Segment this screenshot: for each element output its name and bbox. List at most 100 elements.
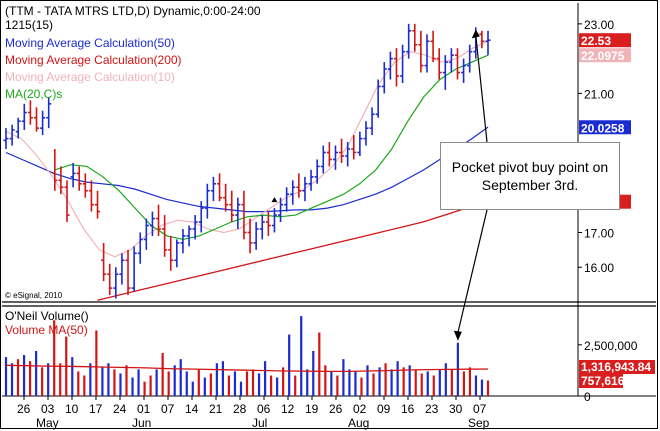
ma10-line	[5, 40, 489, 258]
ohlc-bar	[284, 187, 290, 212]
ohlc-bar	[58, 166, 64, 195]
ohlc-bar	[34, 107, 40, 132]
ohlc-bar	[259, 215, 265, 240]
ohlc-bar	[64, 180, 70, 223]
time-tick-label: 28	[233, 402, 247, 416]
annotation-arrow-price	[475, 35, 488, 143]
ohlc-bar	[119, 253, 125, 285]
ohlc-bar	[192, 215, 198, 240]
price-badge-label: 20.0258	[581, 121, 625, 135]
ohlc-bar	[27, 100, 33, 125]
month-label: May	[36, 416, 59, 430]
ohlc-bar	[88, 180, 94, 212]
price-badge-label: 22.0975	[581, 49, 625, 63]
ohlc-bar	[393, 48, 399, 87]
time-tick-label: 30	[449, 402, 463, 416]
ohlc-bar	[461, 58, 467, 83]
time-tick-label: 26	[329, 402, 343, 416]
ohlc-bar	[296, 173, 302, 198]
price-badge	[579, 48, 631, 63]
ohlc-bar	[467, 44, 473, 73]
ohlc-bar	[241, 190, 247, 240]
time-tick-label: 16	[401, 402, 415, 416]
chart-header-title: (TTM - TATA MTRS LTD,D) Dynamic,0:00-24:…	[5, 4, 261, 18]
ohlc-bar	[332, 145, 338, 170]
time-tick-label: 12	[281, 402, 295, 416]
ohlc-bar	[381, 62, 387, 94]
ohlc-bar	[314, 159, 320, 184]
ohlc-bar	[265, 211, 271, 236]
ohlc-bar	[46, 96, 52, 129]
ohlc-bar	[454, 48, 460, 80]
ohlc-bar	[271, 208, 277, 233]
time-tick-label: 24	[113, 402, 127, 416]
time-tick-label: 09	[377, 402, 391, 416]
ohlc-bar	[308, 169, 314, 191]
price-tick-label: 16.00	[584, 261, 614, 275]
ohlc-bar	[52, 149, 58, 191]
ohlc-bar	[174, 239, 180, 268]
time-tick-label: 07	[161, 402, 175, 416]
ohlc-bar	[235, 197, 241, 229]
volume-badge-label: 1,316,943.84	[581, 360, 651, 374]
ohlc-bar	[326, 142, 332, 167]
ohlc-bar	[278, 197, 284, 223]
month-label: Sep	[468, 416, 490, 430]
chart-header-subtitle: 1215(15)	[5, 18, 53, 32]
legend-entry: Moving Average Calculation(200)	[5, 53, 182, 67]
ohlc-bar	[21, 103, 27, 130]
time-tick-label: 07	[473, 402, 487, 416]
price-badge	[579, 120, 631, 135]
ma20-line	[54, 54, 489, 241]
ohlc-bar	[40, 110, 46, 136]
time-tick-label: 21	[209, 402, 223, 416]
time-tick-label: 14	[185, 402, 199, 416]
ohlc-bar	[375, 79, 381, 118]
ohlc-bar	[95, 190, 101, 219]
annotation-line-2: September 3rd.	[481, 177, 579, 193]
copyright-label: © eSignal, 2010	[5, 291, 63, 300]
ohlc-bar	[430, 30, 436, 63]
annotation-arrowhead-price	[471, 29, 480, 39]
ohlc-bar	[70, 162, 76, 188]
annotation-line-1: Pocket pivot buy point on	[451, 159, 609, 175]
month-label: Jul	[252, 416, 267, 430]
volume-ma-line	[5, 364, 489, 373]
month-label: Aug	[348, 416, 369, 430]
legend-entry: Moving Average Calculation(10)	[5, 70, 175, 84]
ohlc-bar	[210, 176, 216, 202]
ohlc-bar	[131, 246, 137, 292]
ohlc-bar	[107, 263, 113, 296]
ohlc-bar	[3, 128, 9, 150]
ohlc-bar	[217, 173, 223, 202]
volume-ma-label: Volume MA(50)	[5, 323, 88, 337]
price-tick-label: 21.00	[584, 87, 614, 101]
ohlc-bar	[436, 48, 442, 80]
ohlc-bar	[442, 55, 448, 90]
ohlc-bar	[253, 222, 259, 250]
ohlc-bar	[113, 267, 119, 299]
ohlc-bar	[424, 34, 430, 73]
ohlc-bar	[9, 124, 15, 146]
time-tick-label: 26	[17, 402, 31, 416]
pivot-marker	[271, 197, 278, 203]
ohlc-bar	[485, 30, 491, 56]
time-tick-label: 03	[41, 402, 55, 416]
ohlc-bar	[339, 138, 345, 163]
ohlc-bar	[479, 30, 485, 49]
price-badge-label: 22.53	[581, 34, 611, 48]
annotation-callout: Pocket pivot buy point on September 3rd.	[440, 142, 620, 210]
ohlc-bar	[82, 173, 88, 198]
time-tick-label: 17	[89, 402, 103, 416]
ohlc-bar	[351, 135, 357, 160]
volume-badge	[579, 374, 623, 388]
time-tick-label: 06	[257, 402, 271, 416]
annotation-arrowhead-volume	[453, 330, 462, 341]
volume-badge	[579, 360, 655, 374]
ohlc-bar	[363, 121, 369, 146]
ohlc-bar	[204, 183, 210, 219]
ohlc-bar	[137, 232, 143, 264]
ohlc-bar	[76, 166, 82, 191]
ohlc-bar	[162, 215, 168, 257]
